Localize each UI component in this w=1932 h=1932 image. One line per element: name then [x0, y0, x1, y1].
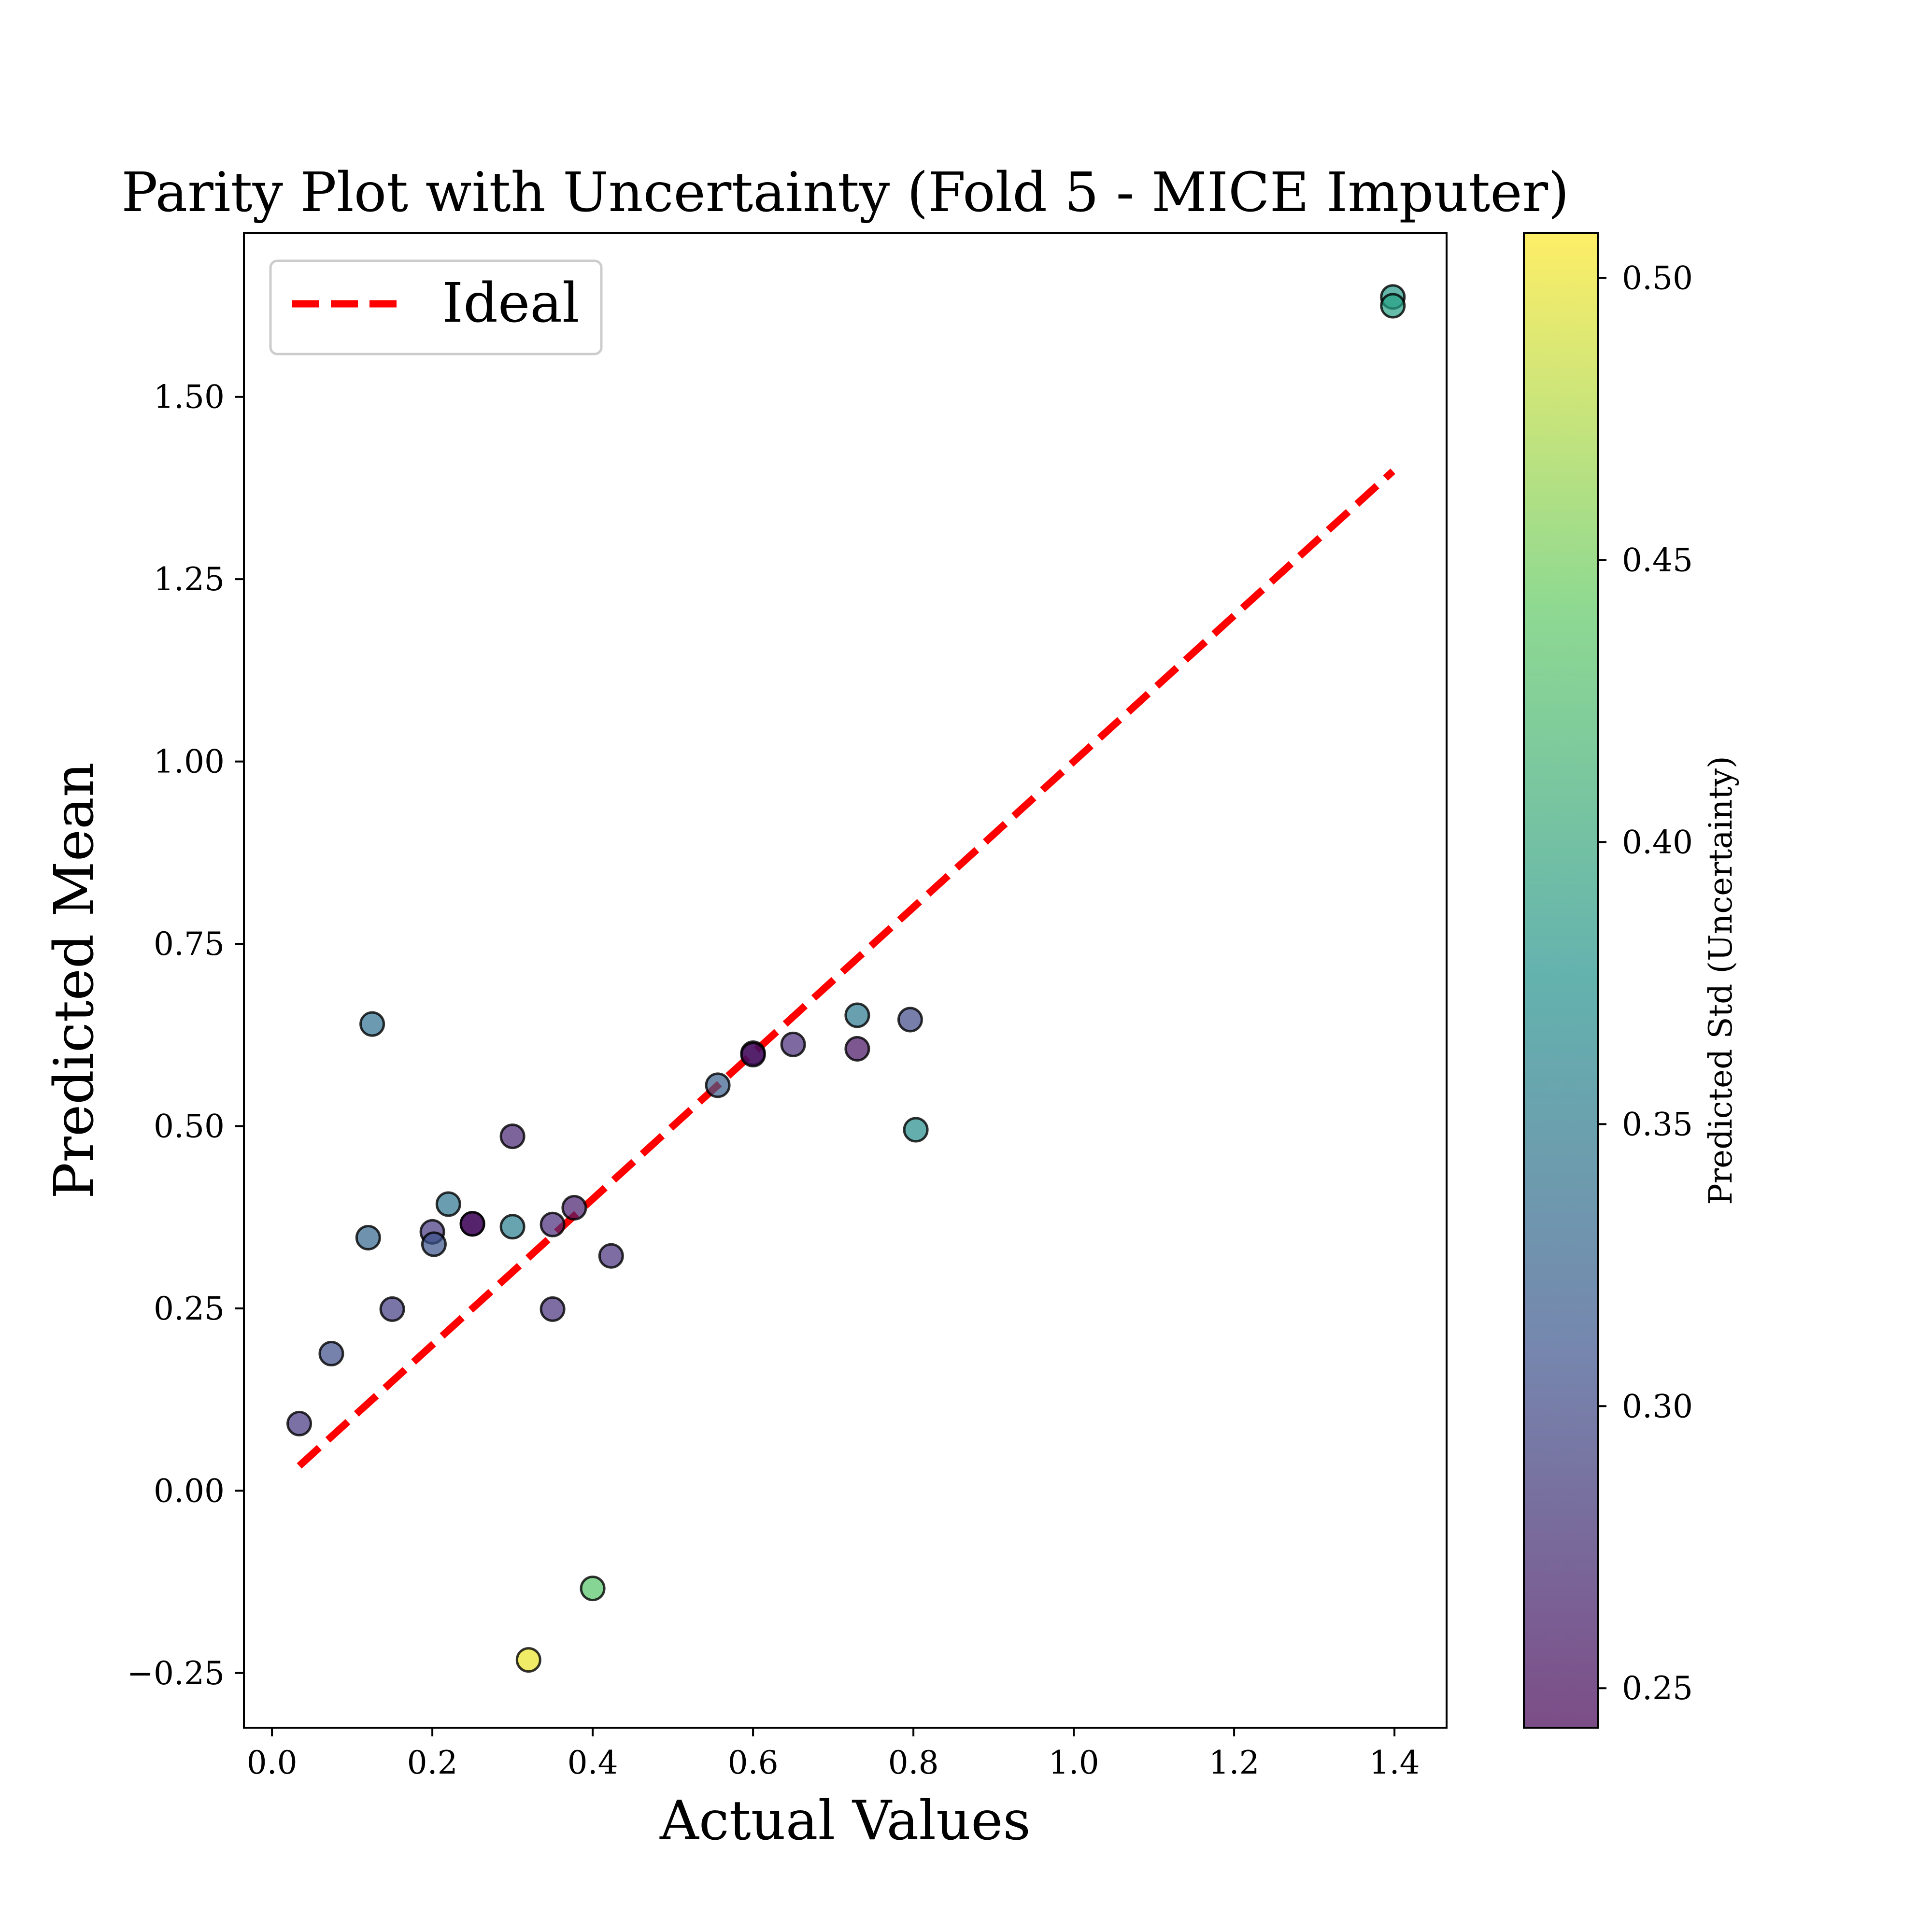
data-point: [705, 1072, 731, 1098]
colorbar: 0.25 0.30 0.35 0.40 0.45 0.50 Predicted Std (…: [1523, 232, 1739, 1729]
data-point: [844, 1002, 870, 1028]
data-point: [598, 1243, 624, 1269]
y-tick-label: −0.25: [127, 1655, 225, 1692]
data-point: [515, 1647, 541, 1673]
y-tick-label: 1.25: [154, 561, 225, 598]
colorbar-tick-label: 0.45: [1622, 541, 1693, 579]
data-point: [580, 1576, 606, 1602]
data-point: [459, 1211, 485, 1237]
y-tick-label: 1.50: [154, 379, 225, 416]
data-point: [897, 1007, 923, 1033]
y-tick-label: 1.00: [154, 743, 225, 781]
data-point: [318, 1340, 344, 1366]
data-point: [780, 1031, 806, 1057]
x-tick-label: 1.2: [1209, 1744, 1260, 1781]
plot-area: [244, 233, 1447, 1728]
ideal-line: [297, 469, 1395, 1469]
data-point: [540, 1296, 566, 1322]
x-tick-label: 0.2: [407, 1744, 458, 1781]
data-point: [1380, 293, 1406, 319]
legend: Ideal: [269, 259, 603, 355]
x-tick-label: 1.4: [1369, 1744, 1420, 1781]
data-point: [903, 1117, 929, 1143]
data-point: [540, 1211, 566, 1237]
colorbar-tick-label: 0.35: [1622, 1106, 1693, 1143]
y-axis-label: Predicted Mean: [43, 762, 106, 1199]
data-point: [740, 1041, 766, 1067]
colorbar-tick-label: 0.30: [1622, 1388, 1693, 1425]
colorbar-gradient: [1524, 233, 1598, 1728]
x-axis-ticks: 0.0 0.2 0.4 0.6 0.8 1.0 1.2 1.4: [247, 1728, 1420, 1781]
data-point: [355, 1224, 381, 1250]
colorbar-frame: [1523, 232, 1599, 1729]
y-tick-label: 0.50: [154, 1108, 225, 1145]
colorbar-ticks: 0.25 0.30 0.35 0.40 0.45 0.50: [1598, 259, 1693, 1707]
data-point: [421, 1231, 447, 1257]
x-tick-label: 0.8: [888, 1744, 939, 1781]
colorbar-tick-label: 0.40: [1622, 824, 1693, 861]
x-tick-label: 0.4: [568, 1744, 618, 1781]
ideal-line-layer: [297, 469, 1395, 1469]
data-point: [499, 1123, 526, 1150]
x-tick-label: 1.0: [1049, 1744, 1099, 1781]
data-point: [379, 1296, 405, 1322]
colorbar-tick-label: 0.25: [1622, 1670, 1693, 1707]
y-tick-label: 0.25: [154, 1290, 225, 1327]
data-point: [359, 1011, 385, 1037]
y-axis-ticks: −0.25 0.00 0.25 0.50 0.75 1.00 1.25 1.50: [127, 379, 244, 1692]
scatter-points: [286, 284, 1406, 1673]
colorbar-label: Predicted Std (Uncertainty): [1702, 756, 1739, 1205]
legend-ideal-label: Ideal: [442, 272, 580, 335]
y-tick-label: 0.00: [154, 1472, 225, 1509]
data-point: [286, 1410, 313, 1436]
data-point: [561, 1195, 587, 1221]
plot-frame: [243, 232, 1448, 1729]
y-tick-label: 0.75: [154, 925, 225, 963]
chart-title: Parity Plot with Uncertainty (Fold 5 - M…: [121, 161, 1569, 224]
x-tick-label: 0.6: [728, 1744, 779, 1781]
data-point: [499, 1214, 526, 1240]
data-point: [844, 1036, 870, 1062]
legend-box: [269, 259, 603, 355]
x-tick-label: 0.0: [247, 1744, 298, 1781]
colorbar-tick-label: 0.50: [1622, 259, 1693, 297]
x-axis-label: Actual Values: [659, 1790, 1031, 1852]
data-point: [435, 1191, 461, 1217]
